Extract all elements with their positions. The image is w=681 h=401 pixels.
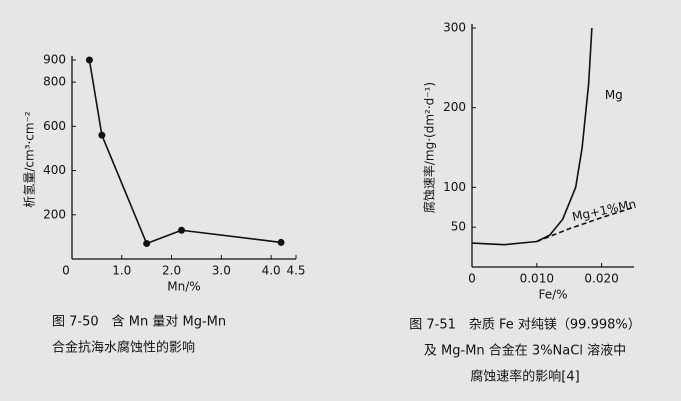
data-point <box>143 240 151 248</box>
data-line <box>88 59 282 245</box>
y-tick-label: 300 <box>443 21 466 35</box>
data-point <box>98 131 106 139</box>
y-tick-label: 50 <box>451 220 466 234</box>
data-point <box>277 238 285 246</box>
caption-line: 图 7-50 含 Mn 量对 Mg-Mn <box>52 314 226 330</box>
x-tick-label: 4.5 <box>286 264 305 278</box>
x-tick-label: 3.0 <box>212 264 231 278</box>
y-axis-label: 析氢量/cm³·cm⁻² <box>22 111 37 208</box>
x-tick-label: 2.0 <box>162 264 181 278</box>
x-tick-label: 0 <box>62 264 70 278</box>
x-tick-label: 0.010 <box>520 272 554 286</box>
data-line <box>471 27 593 246</box>
caption-line: 图 7-51 杂质 Fe 对纯镁（99.998%） <box>409 318 641 333</box>
series-label: Mg <box>605 88 623 102</box>
caption-line: 腐蚀速率的影响[4] <box>470 369 579 385</box>
caption-line: 合金抗海水腐蚀性的影响 <box>52 340 195 356</box>
x-tick-label: 1.0 <box>112 264 131 278</box>
x-tick-label: 0 <box>468 272 476 286</box>
data-point <box>85 56 93 64</box>
series-label: Mg+1%Mn <box>571 197 638 224</box>
x-axis-label: Mn/% <box>167 280 200 294</box>
y-tick-label: 100 <box>443 180 466 194</box>
y-tick-label: 600 <box>43 119 66 133</box>
data-line <box>536 206 635 243</box>
x-tick-label: 0.020 <box>584 272 618 286</box>
y-tick-label: 200 <box>43 207 66 221</box>
x-axis-label: Fe/% <box>538 288 567 302</box>
y-tick-label: 200 <box>443 100 466 114</box>
y-tick-label: 900 <box>43 53 66 67</box>
x-tick-label: 4.0 <box>262 264 281 278</box>
y-tick-label: 800 <box>43 75 66 89</box>
caption-line: 及 Mg-Mn 合金在 3%NaCl 溶液中 <box>424 343 626 359</box>
y-tick-label: 400 <box>43 163 66 177</box>
y-axis-label: 腐蚀速率/mg·(dm²·d⁻¹) <box>422 82 437 213</box>
data-point <box>178 226 186 234</box>
